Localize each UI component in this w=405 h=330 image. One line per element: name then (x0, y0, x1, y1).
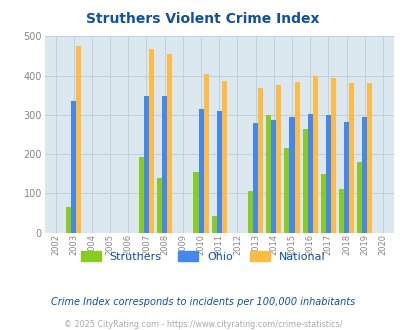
Bar (211, 216, 216, 233)
Bar (289, 117, 294, 233)
Bar (325, 115, 330, 233)
Bar (157, 178, 162, 233)
Bar (203, 74, 208, 233)
Bar (343, 122, 348, 233)
Bar (307, 115, 312, 233)
Bar (312, 76, 317, 233)
Bar (66, 207, 71, 233)
Bar (361, 117, 367, 233)
Bar (221, 81, 226, 233)
Bar (271, 119, 276, 233)
Bar (193, 172, 198, 233)
Bar (162, 96, 167, 233)
Bar (144, 96, 149, 233)
Text: Crime Index corresponds to incidents per 100,000 inhabitants: Crime Index corresponds to incidents per… (51, 297, 354, 307)
Bar (139, 157, 144, 233)
Bar (71, 102, 76, 233)
Bar (276, 84, 281, 233)
Bar (284, 148, 289, 233)
Bar (258, 88, 262, 233)
Bar (76, 46, 81, 233)
Bar (302, 129, 307, 233)
Bar (294, 82, 299, 233)
Bar (356, 162, 361, 233)
Bar (367, 83, 371, 233)
Bar (266, 115, 271, 233)
Bar (348, 83, 353, 233)
Bar (252, 123, 258, 233)
Bar (167, 54, 172, 233)
Text: © 2025 CityRating.com - https://www.cityrating.com/crime-statistics/: © 2025 CityRating.com - https://www.city… (64, 320, 341, 329)
Legend: Struthers, Ohio, National: Struthers, Ohio, National (76, 247, 329, 267)
Bar (247, 191, 252, 233)
Text: Struthers Violent Crime Index: Struthers Violent Crime Index (86, 12, 319, 25)
Bar (198, 109, 203, 233)
Bar (216, 111, 221, 233)
Bar (320, 174, 325, 233)
Bar (330, 78, 335, 233)
Bar (338, 189, 343, 233)
Bar (149, 49, 154, 233)
